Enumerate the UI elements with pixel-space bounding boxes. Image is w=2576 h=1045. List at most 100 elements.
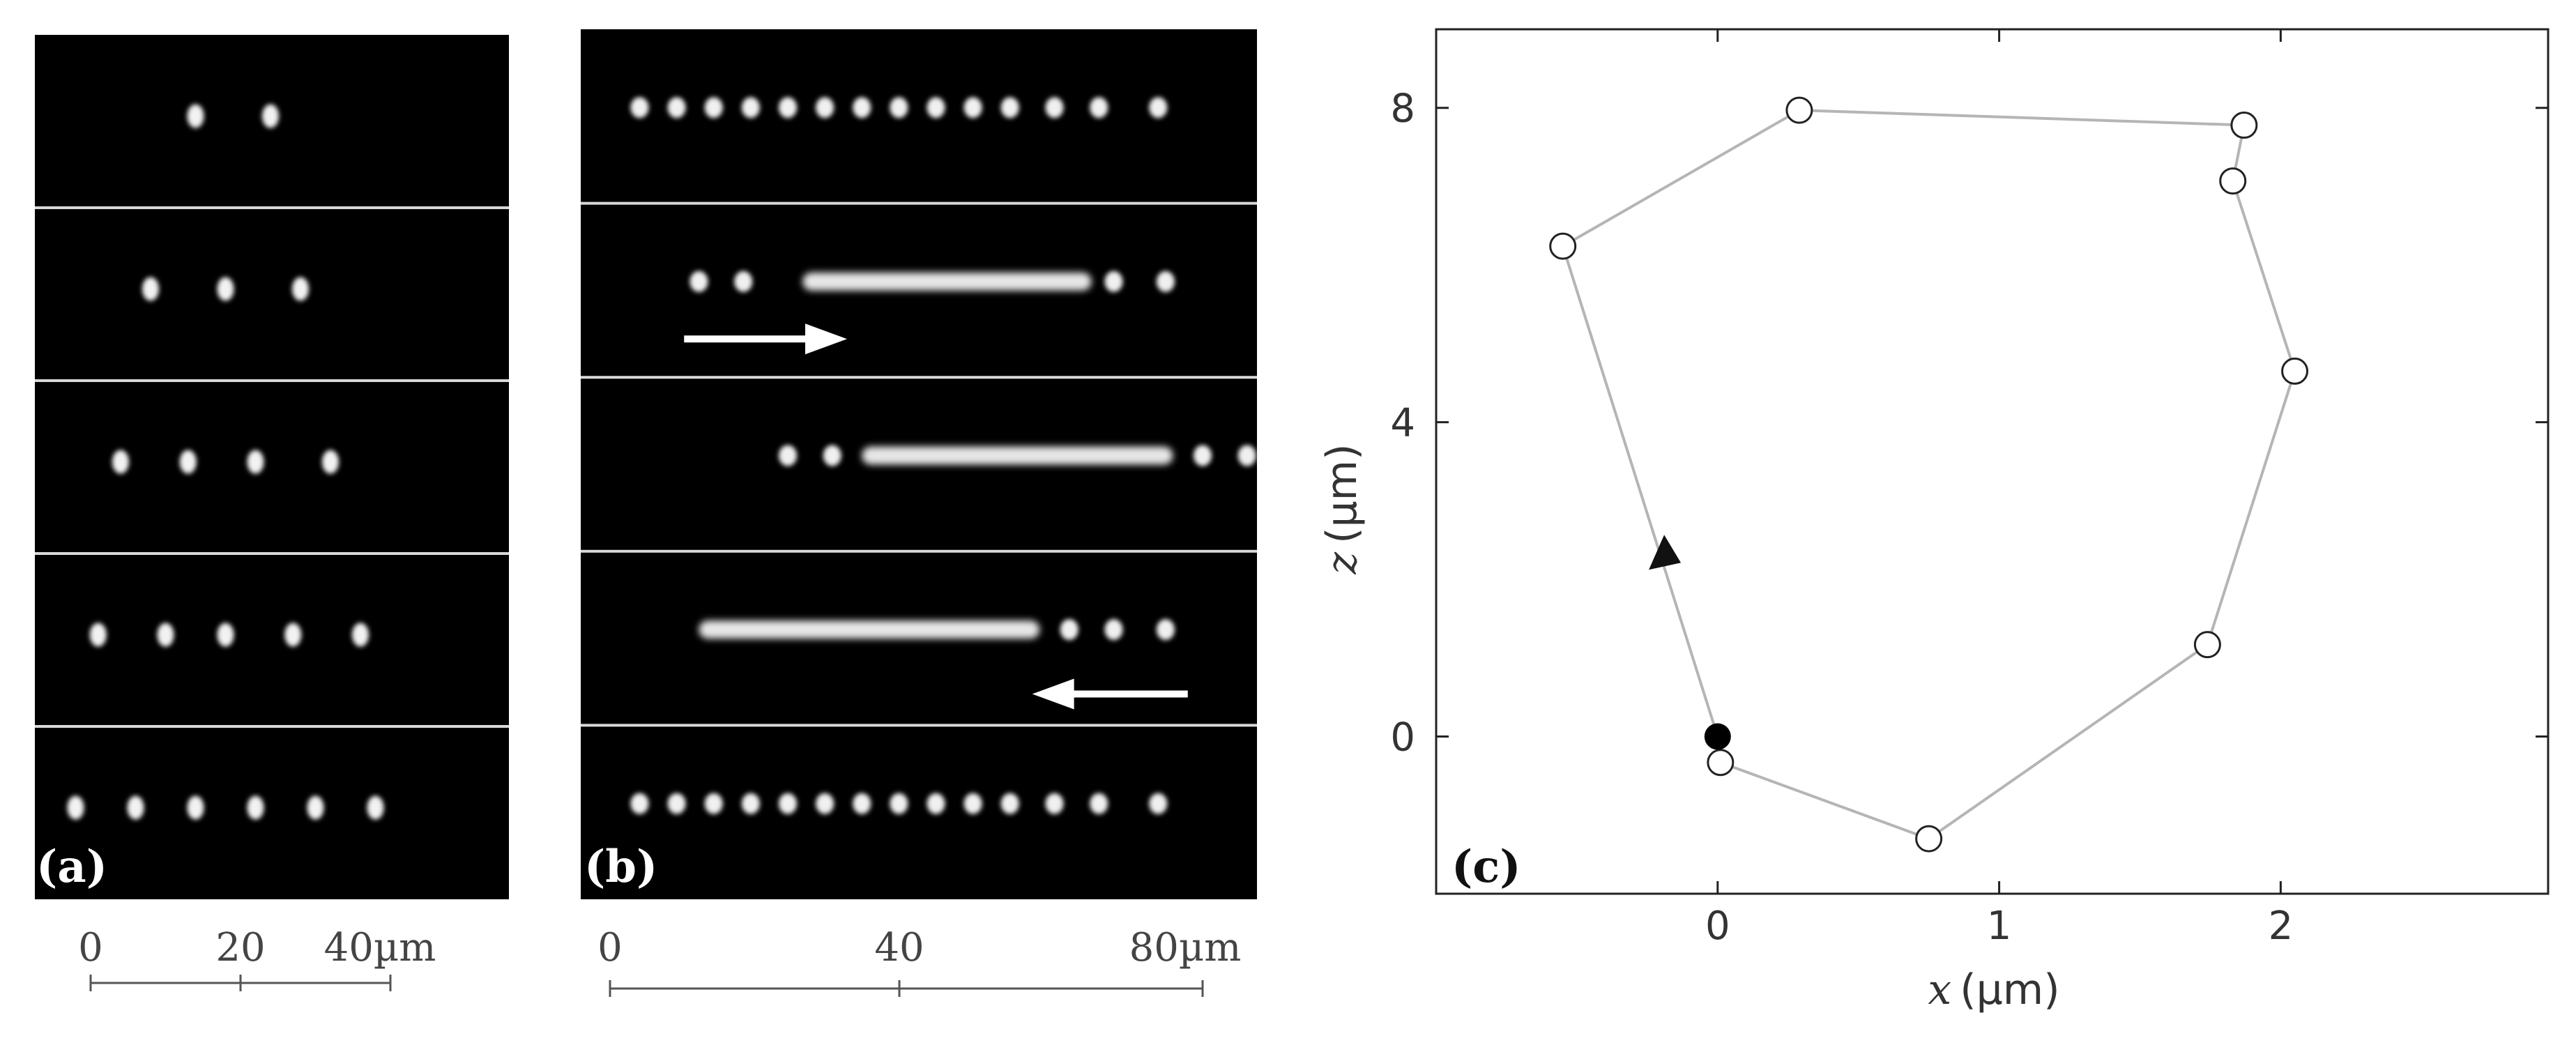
- ion-spot: [187, 795, 204, 820]
- motion-arrow-head: [1032, 678, 1074, 710]
- ion-spot: [1156, 619, 1175, 641]
- ion-spot: [1237, 445, 1256, 466]
- ion-spot: [247, 795, 264, 820]
- x-tick-label: 0: [1705, 903, 1730, 949]
- ion-spot: [1156, 270, 1175, 292]
- ion-spot: [704, 97, 723, 119]
- ion-spot: [630, 793, 649, 814]
- panel-a: (a) 0 20 40µm: [35, 35, 509, 991]
- ion-spot: [689, 270, 708, 292]
- ion-streak: [862, 446, 1173, 465]
- ion-spot: [1104, 270, 1123, 292]
- axis-ticks: 0 1 2 0 4 8: [1390, 29, 2548, 949]
- ion-spot: [112, 450, 129, 474]
- x-tick-label: 1: [1987, 903, 2012, 949]
- x-axis-variable: x: [1928, 966, 1951, 1014]
- panel-a-frames: [35, 104, 509, 820]
- ion-spot: [779, 793, 797, 814]
- ion-spot: [667, 793, 686, 814]
- panel-b-scale-bar: 0 40 80µm: [597, 925, 1241, 997]
- ion-spot: [1090, 97, 1108, 119]
- ion-spot: [157, 623, 174, 647]
- x-axis-unit: (µm): [1960, 966, 2059, 1014]
- panel-a-background: [35, 35, 509, 899]
- ion-spot: [927, 793, 945, 814]
- ion-spot: [67, 795, 84, 820]
- ion-spot: [890, 97, 908, 119]
- data-point: [2281, 357, 2309, 385]
- data-point: [1707, 749, 1735, 777]
- ion-spot: [322, 450, 339, 474]
- ion-spot: [1149, 97, 1168, 119]
- ion-spot: [179, 450, 197, 474]
- ion-spot: [217, 623, 234, 647]
- ion-spot: [307, 795, 324, 820]
- x-tick-label: 2: [2269, 903, 2294, 949]
- motion-arrow-head: [805, 323, 847, 355]
- ion-spot: [1090, 793, 1108, 814]
- ion-spot: [741, 793, 760, 814]
- ion-spot: [816, 97, 834, 119]
- ion-spot: [853, 793, 871, 814]
- ion-spot: [1104, 619, 1123, 641]
- ion-spot: [292, 277, 309, 301]
- ion-spot: [630, 97, 649, 119]
- panel-a-scale-label: 20: [215, 925, 265, 970]
- data-point: [2219, 167, 2247, 195]
- ion-spot: [741, 97, 760, 119]
- ion-spot: [1045, 97, 1064, 119]
- start-point: [1704, 723, 1731, 750]
- ion-spot: [367, 795, 384, 820]
- ion-spot: [890, 793, 908, 814]
- y-tick-label: 4: [1390, 401, 1415, 446]
- ion-spot: [89, 623, 107, 647]
- ion-spot: [779, 97, 797, 119]
- panel-b-scale-label: 80µm: [1129, 925, 1242, 970]
- panel-b: (b) 0 40 80µm: [581, 29, 1257, 997]
- data-point: [2193, 631, 2221, 659]
- panel-a-scale-label: 40µm: [324, 925, 436, 970]
- panel-a-scale-label: 0: [78, 925, 103, 970]
- ion-spot: [284, 623, 302, 647]
- ion-spot: [1149, 793, 1168, 814]
- ion-spot: [1000, 97, 1019, 119]
- ion-spot: [853, 97, 871, 119]
- ion-streak: [802, 272, 1092, 291]
- panel-c-label: (c): [1451, 841, 1521, 893]
- panel-b-scale-label: 0: [597, 925, 623, 970]
- ion-spot: [734, 270, 753, 292]
- ion-spot: [667, 97, 686, 119]
- ion-spot: [247, 450, 264, 474]
- ion-streak: [699, 620, 1040, 639]
- data-point: [1785, 96, 1813, 124]
- x-axis-title: x (µm): [1928, 966, 2059, 1014]
- ion-spot: [823, 445, 841, 466]
- y-tick-label: 8: [1390, 86, 1415, 132]
- ion-spot: [963, 793, 982, 814]
- y-tick-label: 0: [1390, 715, 1415, 761]
- trajectory: [1549, 96, 2309, 853]
- data-point: [1549, 232, 1577, 260]
- ion-spot: [963, 97, 982, 119]
- ion-spot: [217, 277, 234, 301]
- ion-spot: [779, 445, 797, 466]
- panel-b-frames: [581, 97, 1257, 814]
- data-point: [2230, 112, 2258, 139]
- panel-a-scale-bar: 0 20 40µm: [78, 925, 436, 991]
- ion-spot: [262, 104, 279, 128]
- panel-b-label: (b): [584, 841, 657, 893]
- y-axis-title: z (µm): [1318, 443, 1366, 574]
- panel-a-label: (a): [36, 841, 107, 893]
- ion-spot: [1060, 619, 1079, 641]
- y-axis-unit: (µm): [1318, 443, 1366, 543]
- ion-spot: [352, 623, 369, 647]
- ion-spot: [1045, 793, 1064, 814]
- ion-spot: [927, 97, 945, 119]
- data-point: [1915, 825, 1943, 853]
- direction-arrow: [1649, 535, 1682, 570]
- y-axis-variable: z: [1318, 552, 1366, 575]
- ion-spot: [127, 795, 144, 820]
- ion-spot: [1194, 445, 1212, 466]
